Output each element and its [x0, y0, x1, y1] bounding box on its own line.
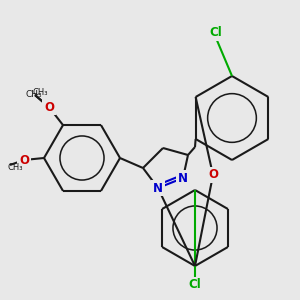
Text: N: N — [178, 172, 188, 184]
Text: O: O — [19, 154, 29, 166]
Text: CH₃: CH₃ — [33, 88, 49, 97]
Text: Cl: Cl — [189, 278, 201, 292]
Text: N: N — [153, 182, 163, 194]
Text: Cl: Cl — [210, 26, 222, 40]
Text: O: O — [44, 100, 54, 114]
Text: O: O — [208, 169, 218, 182]
Text: CH₃: CH₃ — [26, 90, 42, 99]
Text: CH₃: CH₃ — [8, 163, 23, 172]
